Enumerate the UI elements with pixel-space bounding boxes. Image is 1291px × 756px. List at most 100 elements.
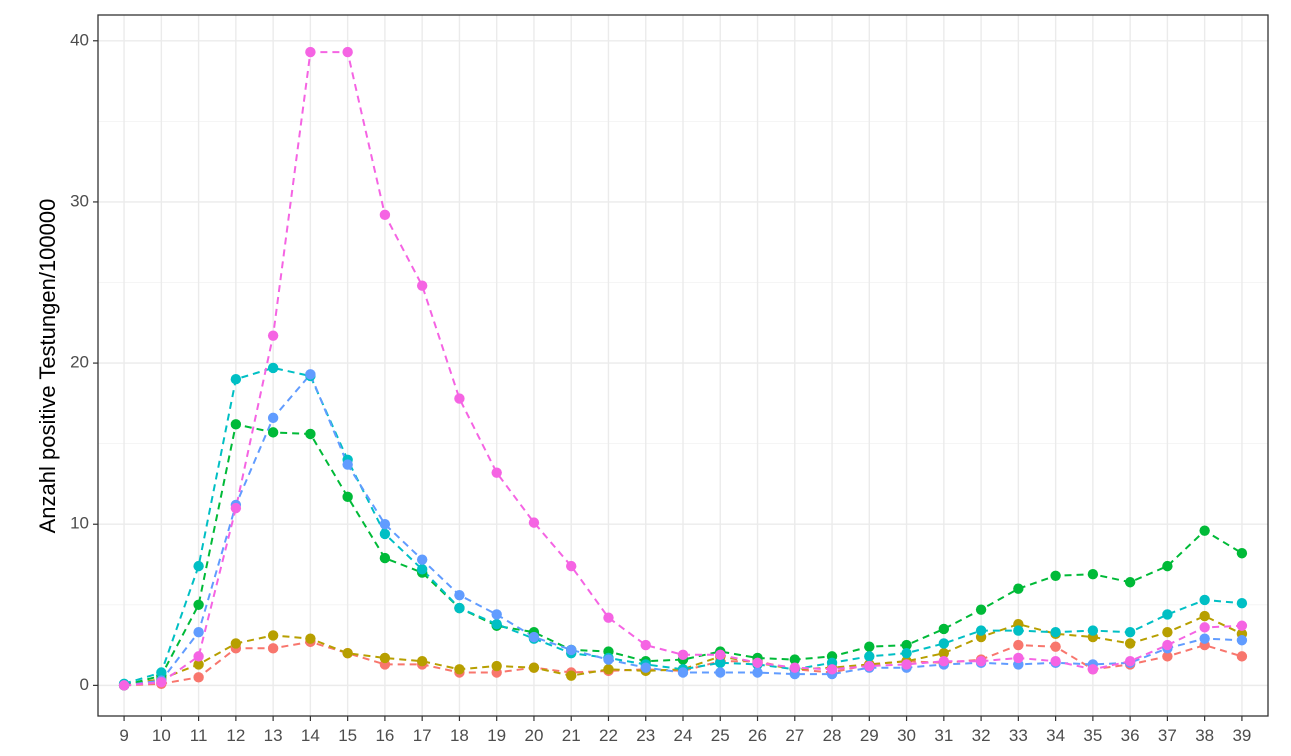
data-point-series-2 <box>230 638 242 649</box>
data-point-series-1 <box>1162 651 1173 662</box>
data-point-series-4 <box>1162 609 1173 620</box>
y-tick-label: 40 <box>70 30 89 49</box>
data-point-series-6 <box>975 656 987 667</box>
data-point-series-6 <box>640 639 651 651</box>
data-point-series-5 <box>193 627 204 638</box>
data-point-series-6 <box>1124 656 1136 667</box>
x-tick-label: 36 <box>1121 726 1140 745</box>
series-layer <box>118 46 1248 691</box>
x-tick-label: 25 <box>711 726 730 745</box>
data-point-series-3 <box>975 604 987 615</box>
x-tick-label: 10 <box>152 726 171 745</box>
data-point-series-6 <box>1162 639 1173 651</box>
data-point-series-5 <box>715 667 726 678</box>
data-point-series-4 <box>938 638 950 649</box>
data-point-series-3 <box>267 427 279 438</box>
x-tick-label: 22 <box>599 726 618 745</box>
data-point-series-6 <box>491 467 502 478</box>
x-tick-label: 33 <box>1009 726 1028 745</box>
x-tick-label: 20 <box>524 726 543 745</box>
data-point-series-6 <box>1236 620 1248 631</box>
data-point-series-3 <box>938 623 950 635</box>
x-tick-label: 39 <box>1232 726 1251 745</box>
data-point-series-3 <box>379 552 391 564</box>
data-point-series-5 <box>528 631 540 643</box>
data-point-series-6 <box>826 664 838 675</box>
data-point-series-5 <box>603 654 614 665</box>
data-point-series-6 <box>267 330 279 341</box>
data-point-series-3 <box>1162 560 1173 572</box>
data-point-series-6 <box>156 676 167 688</box>
x-tick-label: 15 <box>338 726 357 745</box>
data-point-series-5 <box>1236 635 1248 646</box>
data-point-series-4 <box>416 564 428 575</box>
data-point-series-5 <box>566 644 577 656</box>
x-tick-label: 14 <box>301 726 320 745</box>
data-point-series-2 <box>267 630 279 641</box>
data-point-series-1 <box>267 643 279 654</box>
data-point-series-4 <box>1236 597 1248 609</box>
data-point-series-3 <box>864 641 875 652</box>
data-point-series-1 <box>1050 641 1061 652</box>
data-point-series-2 <box>1199 610 1210 622</box>
grid-layer <box>98 15 1268 716</box>
data-point-series-5 <box>640 662 651 673</box>
x-tick-label: 30 <box>897 726 916 745</box>
data-point-series-6 <box>901 659 912 670</box>
data-point-series-5 <box>454 589 465 601</box>
data-point-series-1 <box>193 672 204 683</box>
data-point-series-4 <box>1087 625 1099 636</box>
data-point-series-3 <box>193 599 204 611</box>
data-point-series-2 <box>566 670 577 681</box>
data-point-series-4 <box>379 528 391 540</box>
data-point-series-6 <box>342 46 353 58</box>
data-point-series-6 <box>752 657 763 669</box>
x-tick-label: 28 <box>823 726 842 745</box>
data-point-series-6 <box>416 280 428 291</box>
y-tick-label: 30 <box>70 191 89 210</box>
y-tick-label: 10 <box>70 514 89 533</box>
data-point-series-2 <box>528 662 540 673</box>
data-point-series-3 <box>1050 570 1061 581</box>
data-point-series-5 <box>1199 633 1210 644</box>
x-tick-label: 19 <box>487 726 506 745</box>
x-tick-label: 17 <box>413 726 432 745</box>
data-point-series-6 <box>1050 656 1061 667</box>
data-point-series-4 <box>1199 594 1210 606</box>
data-point-series-4 <box>975 625 987 636</box>
data-point-series-6 <box>528 517 540 528</box>
data-point-series-5 <box>342 459 353 470</box>
data-point-series-2 <box>938 647 950 659</box>
data-point-series-4 <box>454 602 465 614</box>
data-point-series-3 <box>1236 548 1248 559</box>
x-tick-label: 24 <box>674 726 693 745</box>
x-tick-label: 34 <box>1046 726 1065 745</box>
data-point-series-4 <box>267 362 279 374</box>
x-tick-label: 11 <box>190 726 208 745</box>
data-point-series-4 <box>230 373 242 385</box>
data-point-series-4 <box>715 657 726 669</box>
data-point-series-6 <box>230 502 242 514</box>
x-tick-label: 32 <box>972 726 991 745</box>
data-point-series-5 <box>491 609 502 620</box>
x-tick-label: 16 <box>375 726 394 745</box>
y-tick-label: 20 <box>70 353 89 372</box>
y-tick-label: 0 <box>80 675 89 694</box>
x-tick-label: 38 <box>1195 726 1214 745</box>
data-point-series-6 <box>938 656 950 667</box>
data-point-series-2 <box>379 652 391 664</box>
data-point-series-1 <box>1236 651 1248 662</box>
data-point-series-3 <box>342 491 353 503</box>
data-point-series-4 <box>491 618 502 630</box>
x-tick-label: 35 <box>1083 726 1102 745</box>
x-tick-label: 13 <box>264 726 283 745</box>
data-point-series-3 <box>1124 577 1136 588</box>
y-axis-title: Anzahl positive Testungen/100000 <box>35 199 60 534</box>
data-point-series-6 <box>864 660 875 672</box>
x-tick-label: 31 <box>934 726 953 745</box>
data-point-series-2 <box>491 660 502 672</box>
data-point-series-5 <box>677 667 689 678</box>
data-point-series-2 <box>305 633 316 644</box>
data-point-series-4 <box>864 651 875 662</box>
